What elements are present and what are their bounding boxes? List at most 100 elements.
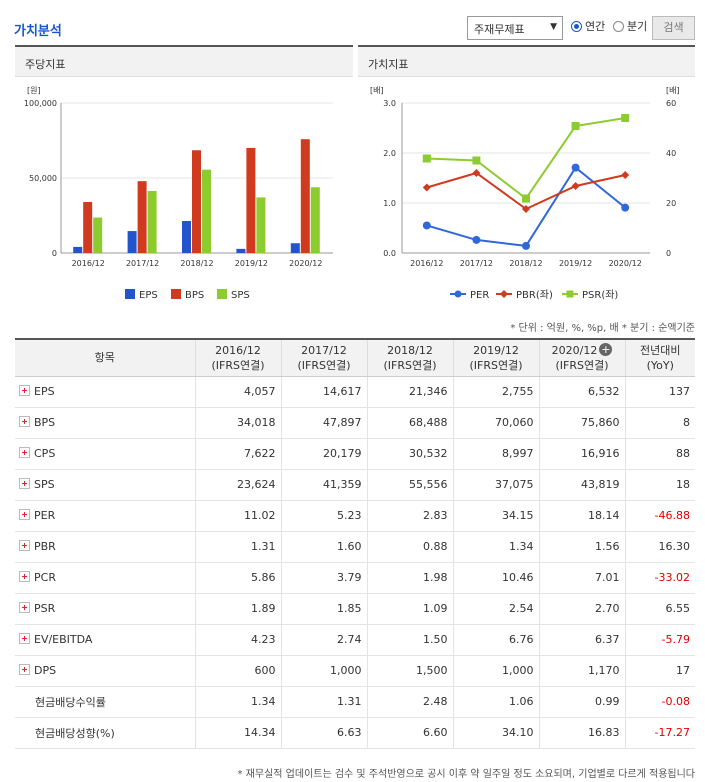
expand-row-icon[interactable] [19,509,30,520]
row-label-cell[interactable]: PSR [15,593,195,625]
row-label-cell[interactable]: PBR [15,531,195,563]
expand-columns-icon[interactable]: + [599,342,613,356]
radio-selected-icon [571,20,582,32]
bar-bps [192,150,201,253]
header-basis-label: (IFRS연결) [469,358,523,372]
point-psr [422,154,431,163]
value-cell: 18.14 [538,500,625,532]
valuation-chart-panel: 가치지표 [배] [배] 0.0 1.0 2.0 3.0 0 20 40 60 2016/12 201… [358,45,695,303]
y-right-tick-label: 20 [666,199,676,208]
point-pbr [571,182,580,190]
value-cell: 6.63 [280,717,367,749]
table-row: PSR 1.89 1.85 1.09 2.54 2.70 6.55 [15,593,695,625]
legend-marker [500,290,508,298]
point-psr [621,114,630,122]
value-cell: 14,617 [280,376,367,408]
bar-bps [300,139,310,253]
expand-row-icon[interactable] [19,478,30,489]
header-yoy-label: 전년대비 [640,343,681,357]
bar-sps [256,197,266,253]
bar-sps [310,187,320,253]
point-per [571,163,580,172]
value-cell: 5.23 [280,500,367,532]
row-label-cell[interactable]: SPS [15,469,195,501]
expand-row-icon[interactable] [19,416,30,427]
bar-sps [202,169,211,253]
radio-quarter-label: 분기 [627,20,648,33]
yoy-cell: 6.55 [624,593,695,625]
row-label: PCR [34,571,56,584]
row-label-cell[interactable]: PCR [15,562,195,594]
expand-row-icon[interactable] [19,664,30,675]
radio-quarter[interactable]: 분기 [613,18,647,34]
value-cell: 1.50 [366,624,453,656]
point-pbr [522,205,530,213]
row-label-cell: 현금배당수익률 [15,686,195,718]
panel-title: 주당지표 [15,47,353,77]
x-tick-label: 2018/12 [180,259,213,268]
row-label: DPS [34,664,57,677]
bar-eps [182,220,191,253]
series-line-psr [426,117,626,200]
value-cell: 4,057 [194,376,281,408]
yoy-cell: -33.02 [624,562,695,594]
value-cell: 6.37 [538,624,625,656]
footnote: * 재무실적 업데이트는 검수 및 주석반영으로 공시 이후 약 일주일 정도 … [237,769,695,780]
radio-annual[interactable]: 연간 [571,18,605,34]
value-cell: 1.85 [280,593,367,625]
expand-row-icon[interactable] [19,540,30,551]
expand-row-icon[interactable] [19,571,30,582]
table-header-row: 항목 2016/12 (IFRS연결) 2017/12 (IFRS연결) 2018/12… [15,339,695,377]
table-row: PER 11.02 5.23 2.83 34.15 18.14 -46.88 [15,500,695,532]
value-cell: 7.01 [538,562,625,594]
x-tick-label: 2018/12 [509,259,542,268]
table-row: SPS 23,624 41,359 55,556 37,075 43,819 18 [15,469,695,501]
x-tick-label: 2017/12 [460,259,493,268]
expand-row-icon[interactable] [19,447,30,458]
yoy-cell: 137 [624,376,695,408]
row-label: CPS [34,447,56,460]
series-line-pbr [426,171,626,211]
value-cell: 23,624 [194,469,281,501]
per-share-bar-chart: [원] 0 50,000 100,000 2016/12 2017/12 2018/12 20… [24,86,333,301]
bar-eps [127,231,137,253]
row-label-cell[interactable]: BPS [15,407,195,439]
point-per [472,235,481,244]
table-row: 현금배당성향(%) 14.34 6.63 6.60 34.10 16.83 -17.27 [15,717,695,749]
row-label: SPS [34,478,55,491]
value-cell: 2.54 [452,593,539,625]
value-cell: 41,359 [280,469,367,501]
expand-row-icon[interactable] [19,385,30,396]
legend-swatch [171,289,181,299]
value-cell: 1.89 [194,593,281,625]
header-year-label: 2019/12 [473,343,519,357]
value-cell: 11.02 [194,500,281,532]
row-label-cell[interactable]: DPS [15,655,195,687]
row-label: BPS [34,416,56,429]
row-label-cell[interactable]: EPS [15,376,195,408]
row-label-cell[interactable]: PER [15,500,195,532]
value-cell: 20,179 [280,438,367,470]
header-year-2017-12: 2017/12 (IFRS연결) [280,339,367,377]
row-label-cell[interactable]: EV/EBITDA [15,624,195,656]
table-row: EPS 4,057 14,617 21,346 2,755 6,532 137 [15,376,695,408]
search-button[interactable]: 검색 [652,16,695,40]
bar-sps [147,190,157,253]
table-row: CPS 7,622 20,179 30,532 8,997 16,916 88 [15,438,695,470]
yoy-cell: -0.08 [624,686,695,718]
x-tick-label: 2020/12 [289,259,322,268]
header-yoy: 전년대비 (YoY) [624,339,695,377]
header-year-2020-12: 2020/12 + (IFRS연결) [538,339,625,377]
expand-row-icon[interactable] [19,602,30,613]
value-cell: 16,916 [538,438,625,470]
table-row: 현금배당수익률 1.34 1.31 2.48 1.06 0.99 -0.08 [15,686,695,718]
point-pbr [472,169,481,177]
header-year-2016-12: 2016/12 (IFRS연결) [194,339,281,377]
row-label-cell: 현금배당성향(%) [15,717,195,749]
row-label-cell[interactable]: CPS [15,438,195,470]
legend-label: PBR(좌) [516,289,553,301]
statement-type-select[interactable]: 주재무제표 ▼ [467,16,563,40]
expand-row-icon[interactable] [19,633,30,644]
value-cell: 30,532 [366,438,453,470]
value-cell: 1.34 [194,686,281,718]
